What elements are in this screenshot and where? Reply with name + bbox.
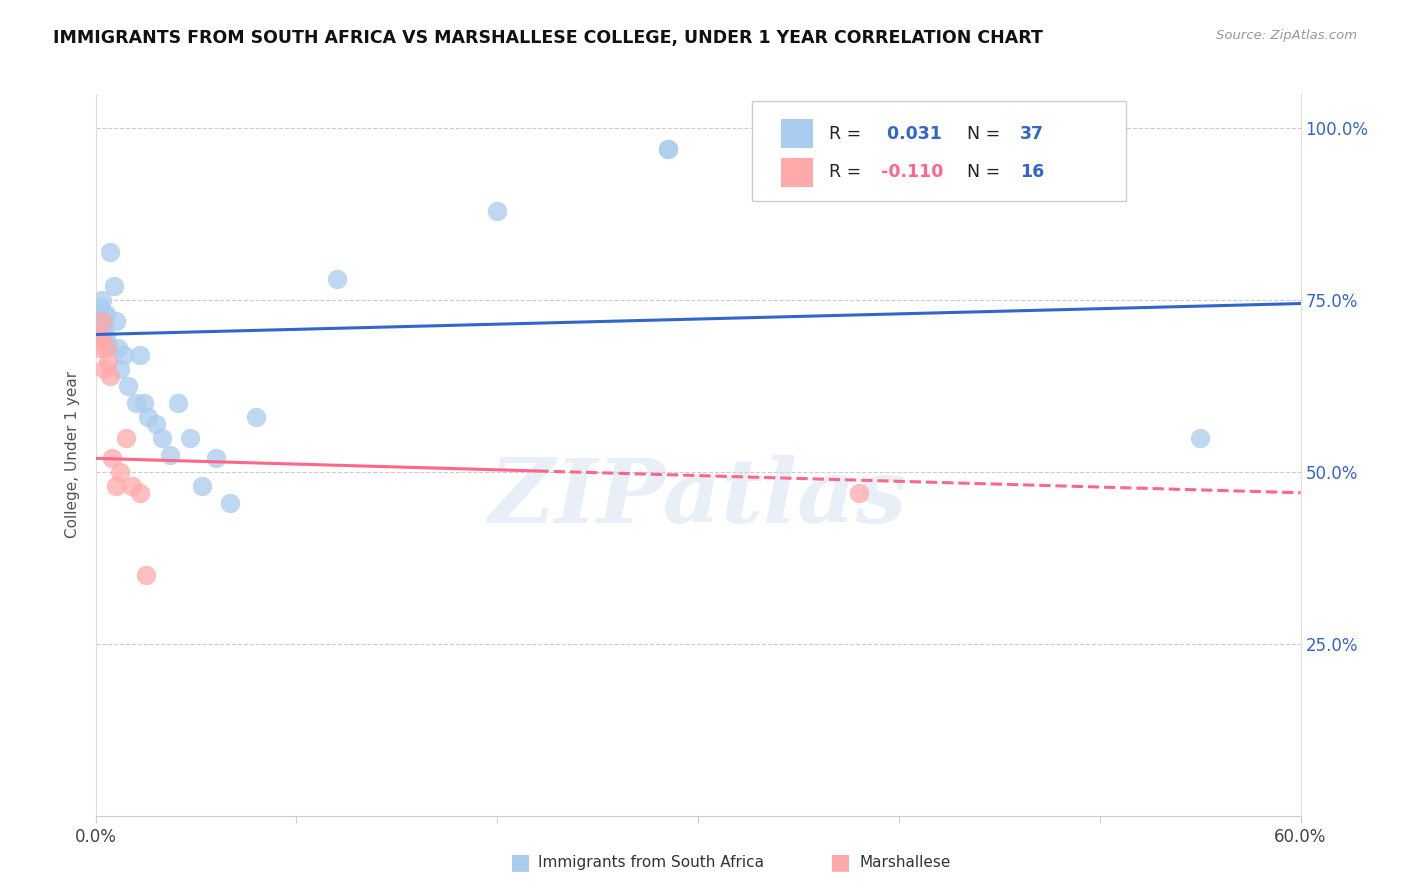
Point bbox=[145, 417, 167, 431]
Point bbox=[89, 341, 111, 355]
Text: Marshallese: Marshallese bbox=[859, 855, 950, 870]
Point bbox=[486, 203, 509, 218]
Text: IMMIGRANTS FROM SOUTH AFRICA VS MARSHALLESE COLLEGE, UNDER 1 YEAR CORRELATION CH: IMMIGRANTS FROM SOUTH AFRICA VS MARSHALL… bbox=[53, 29, 1043, 46]
Point bbox=[104, 314, 127, 328]
Point bbox=[848, 485, 870, 500]
Point bbox=[94, 307, 117, 321]
Point bbox=[89, 314, 111, 328]
Point bbox=[86, 327, 108, 342]
Text: 16: 16 bbox=[1019, 163, 1045, 181]
Point bbox=[150, 431, 173, 445]
Point bbox=[128, 348, 150, 362]
Point bbox=[245, 410, 267, 425]
Point bbox=[136, 410, 159, 425]
Point bbox=[848, 142, 870, 156]
Point bbox=[179, 431, 201, 445]
Point bbox=[128, 485, 150, 500]
Point bbox=[103, 279, 125, 293]
Point bbox=[121, 479, 143, 493]
Point bbox=[97, 355, 120, 369]
Point bbox=[97, 338, 120, 352]
FancyBboxPatch shape bbox=[782, 158, 813, 186]
Point bbox=[114, 431, 136, 445]
Point bbox=[108, 465, 131, 479]
Text: Immigrants from South Africa: Immigrants from South Africa bbox=[538, 855, 765, 870]
Point bbox=[98, 244, 121, 259]
Point bbox=[90, 327, 112, 342]
FancyBboxPatch shape bbox=[752, 101, 1126, 201]
Text: -0.110: -0.110 bbox=[882, 163, 943, 181]
Point bbox=[657, 142, 679, 156]
Text: ■: ■ bbox=[510, 853, 530, 872]
Point bbox=[90, 317, 112, 331]
Point bbox=[108, 362, 131, 376]
Point bbox=[167, 396, 190, 410]
Text: 0.031: 0.031 bbox=[882, 125, 942, 143]
Point bbox=[104, 479, 127, 493]
Point bbox=[657, 142, 679, 156]
Point bbox=[112, 348, 135, 362]
Point bbox=[117, 379, 139, 393]
Text: ZIPatlas: ZIPatlas bbox=[489, 455, 907, 541]
Point bbox=[89, 300, 111, 314]
Point bbox=[90, 334, 112, 349]
Text: N =: N = bbox=[956, 125, 1005, 143]
Point bbox=[93, 362, 115, 376]
Text: N =: N = bbox=[956, 163, 1005, 181]
Point bbox=[135, 568, 157, 582]
Point bbox=[107, 341, 129, 355]
Point bbox=[93, 317, 115, 331]
Point bbox=[94, 327, 117, 342]
Text: Source: ZipAtlas.com: Source: ZipAtlas.com bbox=[1216, 29, 1357, 42]
Point bbox=[159, 448, 181, 462]
Point bbox=[93, 307, 115, 321]
FancyBboxPatch shape bbox=[782, 120, 813, 148]
Y-axis label: College, Under 1 year: College, Under 1 year bbox=[65, 371, 80, 539]
Text: ■: ■ bbox=[831, 853, 851, 872]
Point bbox=[1189, 431, 1212, 445]
Point bbox=[100, 451, 122, 466]
Point bbox=[90, 293, 112, 307]
Point bbox=[191, 479, 214, 493]
Point bbox=[125, 396, 148, 410]
Point bbox=[205, 451, 228, 466]
Point bbox=[98, 368, 121, 383]
Point bbox=[325, 272, 347, 286]
Text: R =: R = bbox=[830, 163, 868, 181]
Text: 37: 37 bbox=[1019, 125, 1043, 143]
Point bbox=[94, 341, 117, 355]
Point bbox=[86, 307, 108, 321]
Text: R =: R = bbox=[830, 125, 868, 143]
Point bbox=[132, 396, 155, 410]
Point bbox=[219, 496, 242, 510]
Point bbox=[90, 314, 112, 328]
